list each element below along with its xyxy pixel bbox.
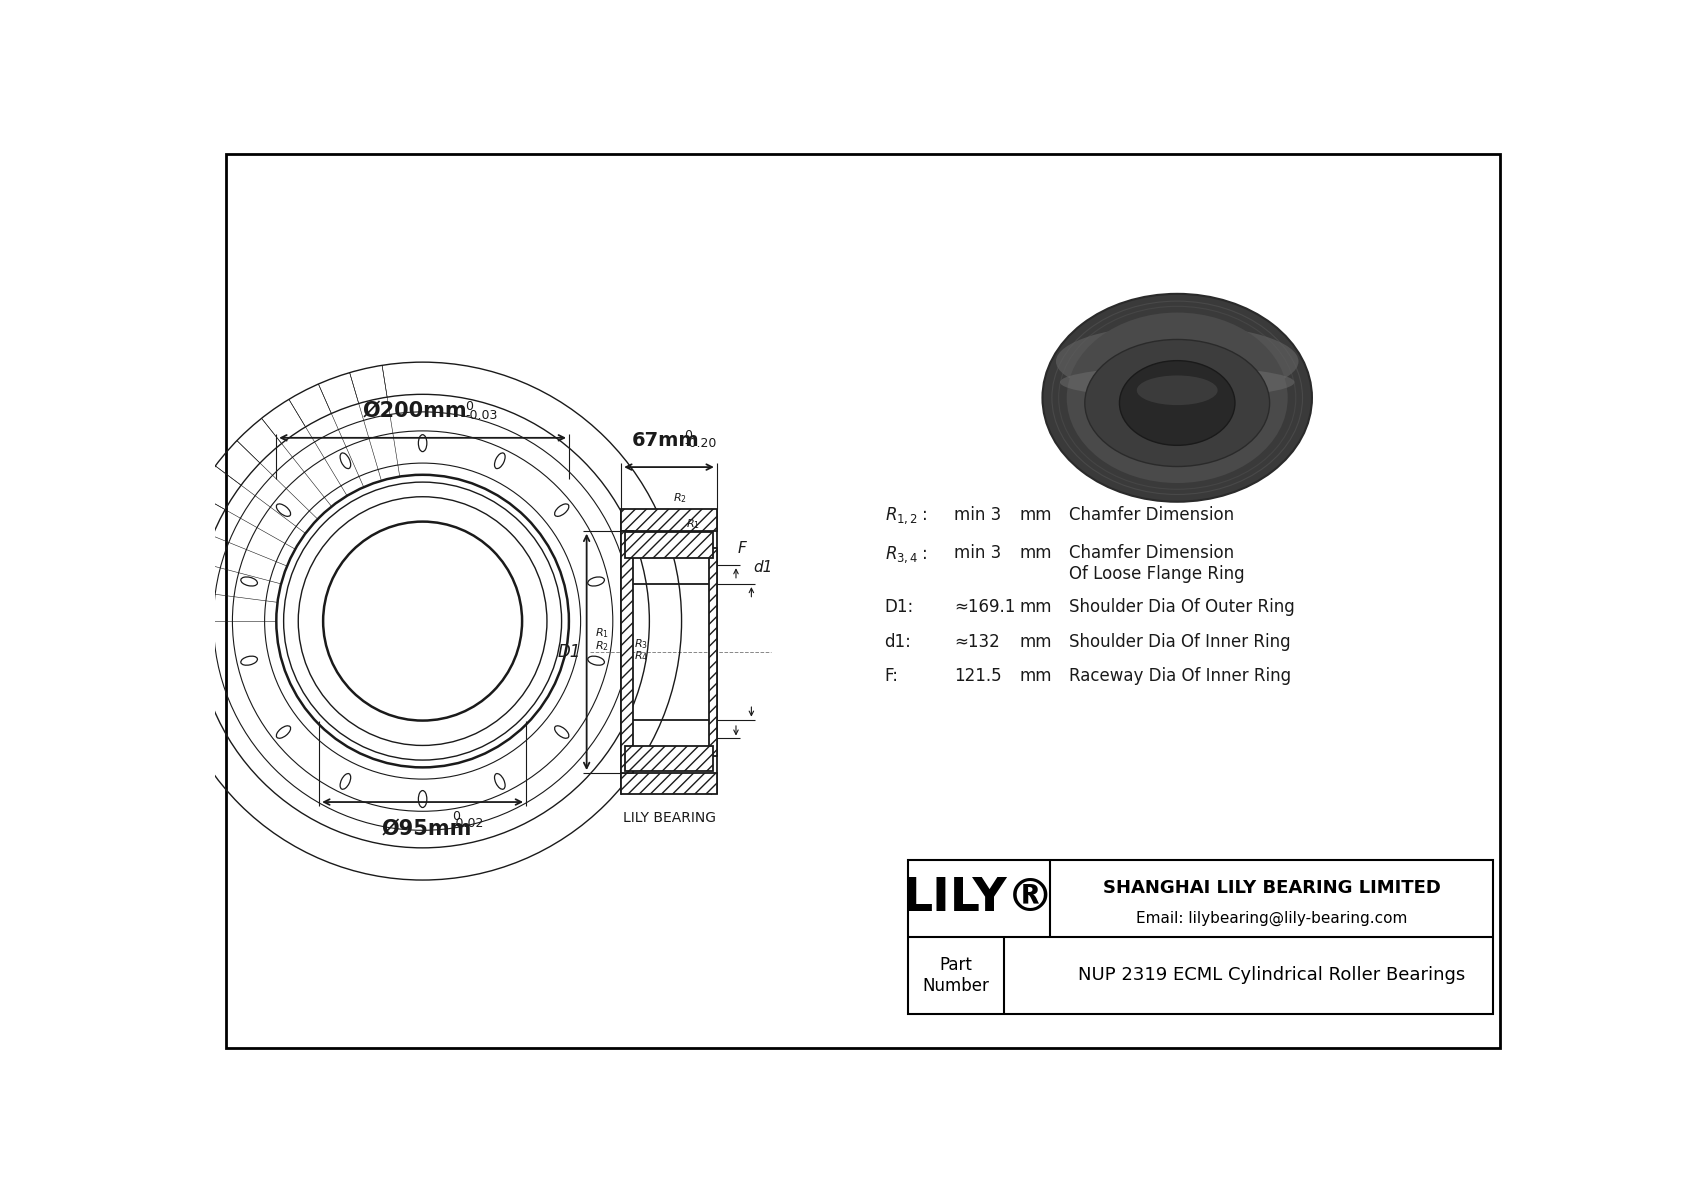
Bar [908, 860, 1494, 1014]
Text: Chamfer Dimension: Chamfer Dimension [1069, 506, 1234, 524]
Text: LILY®: LILY® [903, 875, 1054, 921]
Text: $R_2$: $R_2$ [674, 491, 687, 505]
Text: F: F [738, 541, 746, 556]
Text: min 3: min 3 [953, 506, 1002, 524]
Text: ≈132: ≈132 [953, 632, 1000, 650]
Bar [709, 548, 717, 756]
Text: mm: mm [1019, 667, 1052, 685]
Text: ≈169.1: ≈169.1 [953, 598, 1015, 616]
Text: Ø200mm: Ø200mm [362, 401, 466, 420]
Text: mm: mm [1019, 598, 1052, 616]
Text: D1:: D1: [884, 598, 914, 616]
Text: mm: mm [1019, 506, 1052, 524]
Bar [621, 510, 717, 531]
Text: $R_2$: $R_2$ [594, 638, 610, 653]
Text: Raceway Dia Of Inner Ring: Raceway Dia Of Inner Ring [1069, 667, 1292, 685]
Text: $R_3$: $R_3$ [635, 637, 648, 651]
Ellipse shape [1059, 367, 1295, 398]
Ellipse shape [1056, 325, 1298, 398]
Text: mm: mm [1019, 544, 1052, 562]
Text: mm: mm [1019, 632, 1052, 650]
Text: 0: 0 [451, 810, 460, 823]
Bar [621, 773, 717, 794]
Text: $R_{1,2}:$: $R_{1,2}:$ [884, 506, 926, 526]
Bar [625, 746, 714, 772]
Text: min 3: min 3 [953, 544, 1002, 562]
Text: Chamfer Dimension: Chamfer Dimension [1069, 544, 1234, 562]
Text: Of Loose Flange Ring: Of Loose Flange Ring [1069, 566, 1244, 584]
Text: 67mm: 67mm [632, 431, 699, 450]
Ellipse shape [1137, 375, 1218, 405]
Text: $R_{3,4}:$: $R_{3,4}:$ [884, 544, 926, 565]
Text: 0: 0 [684, 429, 692, 442]
Text: LILY BEARING: LILY BEARING [623, 811, 716, 825]
Text: F:: F: [884, 667, 899, 685]
Text: D1: D1 [557, 643, 581, 661]
Text: Shoulder Dia Of Outer Ring: Shoulder Dia Of Outer Ring [1069, 598, 1295, 616]
Text: -0.03: -0.03 [465, 410, 497, 423]
Text: -0.20: -0.20 [684, 437, 717, 450]
Bar [625, 532, 714, 557]
Text: 0: 0 [465, 400, 473, 413]
Ellipse shape [1042, 294, 1312, 501]
Text: $R_1$: $R_1$ [685, 517, 701, 531]
Text: NUP 2319 ECML Cylindrical Roller Bearings: NUP 2319 ECML Cylindrical Roller Bearing… [1078, 966, 1465, 984]
Text: -0.02: -0.02 [451, 817, 485, 830]
Text: Part
Number: Part Number [923, 956, 989, 994]
Ellipse shape [1066, 312, 1288, 484]
Text: d1: d1 [753, 560, 773, 575]
Text: 121.5: 121.5 [953, 667, 1002, 685]
Text: Shoulder Dia Of Inner Ring: Shoulder Dia Of Inner Ring [1069, 632, 1292, 650]
Text: Email: lilybearing@lily-bearing.com: Email: lilybearing@lily-bearing.com [1135, 911, 1408, 925]
Bar [621, 531, 633, 773]
Text: SHANGHAI LILY BEARING LIMITED: SHANGHAI LILY BEARING LIMITED [1103, 879, 1440, 897]
Text: $R_4$: $R_4$ [635, 649, 648, 662]
Ellipse shape [1120, 361, 1234, 445]
Text: $R_1$: $R_1$ [594, 625, 610, 640]
Text: Ø95mm: Ø95mm [381, 819, 472, 838]
Ellipse shape [1084, 339, 1270, 467]
Text: d1:: d1: [884, 632, 911, 650]
